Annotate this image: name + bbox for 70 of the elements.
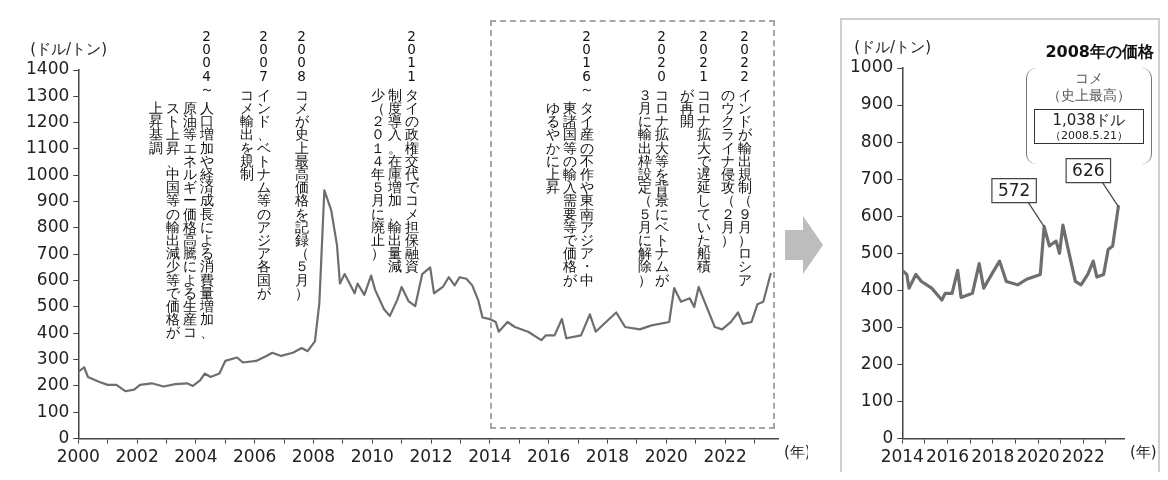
y-tick-label: 200 xyxy=(860,352,894,373)
text: コロナ拡大で遅延していた船積が再開 xyxy=(679,86,711,275)
x-tick-label: 2022 xyxy=(1061,446,1105,467)
x-tick-label: 2022 xyxy=(703,446,747,467)
y-axis-title: (ドル/トン) xyxy=(854,38,932,57)
annotation: 2008 xyxy=(296,28,307,84)
y-tick-label: 0 xyxy=(58,427,70,448)
x-tick-label: 2000 xyxy=(56,446,100,467)
y-tick-label: 600 xyxy=(36,269,70,290)
x-tick-label: 2018 xyxy=(971,446,1015,467)
annotation: 2011 xyxy=(406,28,417,84)
x-tick-label: 2016 xyxy=(925,446,970,467)
annotation: 1,038ドル xyxy=(1051,111,1127,129)
text: 人口増加や経済成長による消費量増加、原油等エネルギー価格高騰による生産コスト上昇、中国等の輸出減少等で価格が上昇基調 xyxy=(148,100,214,341)
annotation: 2007 xyxy=(258,28,269,84)
text: 2008年の価格 xyxy=(1045,42,1154,63)
y-tick-label: 1300 xyxy=(26,84,70,105)
x-axis-title: (年) xyxy=(1130,442,1157,461)
annotation: 572 xyxy=(997,180,1031,201)
annotation: 2004～ xyxy=(199,28,214,97)
annotation: 2016～ xyxy=(579,28,594,97)
y-tick-label: 1100 xyxy=(26,137,70,158)
x-tick-label: 2002 xyxy=(115,446,159,467)
text: インドが輸出規制（９月）ロシアのウクライナ侵攻（２月） xyxy=(720,86,752,288)
y-tick-label: 200 xyxy=(36,374,70,395)
x-tick-label: 2016 xyxy=(527,446,571,467)
x-tick-label: 2008 xyxy=(291,446,336,467)
annotation: （2008.5.21） xyxy=(1049,129,1129,142)
y-tick-label: 800 xyxy=(860,130,894,151)
x-tick-label: 2020 xyxy=(1016,446,1060,467)
y-tick-label: 1200 xyxy=(26,111,70,132)
x-tick-label: 2018 xyxy=(585,446,630,467)
y-tick-label: 900 xyxy=(36,190,70,211)
y-tick-label: 500 xyxy=(36,295,70,316)
y-tick-label: 600 xyxy=(860,204,894,225)
y-tick-label: 700 xyxy=(860,167,894,188)
y-tick-label: 100 xyxy=(36,400,70,421)
text: タイ産の不作や東南アジア・中東諸国等の輸入需要等で価格がゆるやかに上昇 xyxy=(545,100,594,288)
y-tick-label: 700 xyxy=(36,242,70,263)
x-tick-label: 2014 xyxy=(468,446,512,467)
annotation: 2021 xyxy=(698,28,709,84)
x-tick-label: 2006 xyxy=(233,446,277,467)
x-tick-label: 2014 xyxy=(880,446,924,467)
annotation: 2020 xyxy=(656,28,667,84)
y-tick-label: 0 xyxy=(882,427,894,448)
text: インド、ベトナム等のアジア各国がコメ輸出を規制 xyxy=(239,86,271,301)
annotation: （史上最高） xyxy=(1046,87,1132,104)
x-tick-label: 2012 xyxy=(409,446,453,467)
text: タイの政権交代でコメ担保融資制度導入。在庫増加、輸出量減少（２０１４年５月に廃止） xyxy=(370,86,419,275)
x-tick-label: 2020 xyxy=(644,446,688,467)
annotation: 2022 xyxy=(739,28,750,84)
text: コメが史上最高価格を記録（５月） xyxy=(294,86,309,301)
annotation: コメ xyxy=(1074,70,1104,87)
label-frame: 1,038ドル （2008.5.21） xyxy=(1034,109,1144,144)
x-tick-label: 2010 xyxy=(350,446,394,467)
text: コロナ拡大等を背景にベトナムが３月に輸出枠設定（５月に解除） xyxy=(637,86,669,288)
y-tick-label: 100 xyxy=(860,389,894,410)
y-tick-label: 800 xyxy=(36,216,70,237)
y-tick-label: 1000 xyxy=(850,56,894,77)
y-tick-label: 300 xyxy=(36,348,70,369)
y-tick-label: 400 xyxy=(860,278,894,299)
y-tick-label: 400 xyxy=(36,321,70,342)
y-tick-label: 500 xyxy=(860,241,894,262)
y-axis-title: (ドル/トン) xyxy=(30,40,108,59)
x-tick-label: 2004 xyxy=(174,446,218,467)
annotation: 626 xyxy=(1072,160,1105,181)
y-tick-label: 900 xyxy=(860,93,894,114)
y-tick-label: 300 xyxy=(860,315,894,336)
y-tick-label: 1000 xyxy=(26,163,70,184)
y-tick-label: 1400 xyxy=(26,58,70,79)
